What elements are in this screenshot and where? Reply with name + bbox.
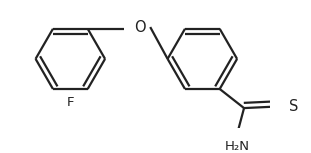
Text: F: F — [67, 96, 74, 109]
Text: H₂N: H₂N — [225, 140, 250, 153]
Text: O: O — [134, 20, 146, 35]
Text: S: S — [289, 99, 299, 114]
